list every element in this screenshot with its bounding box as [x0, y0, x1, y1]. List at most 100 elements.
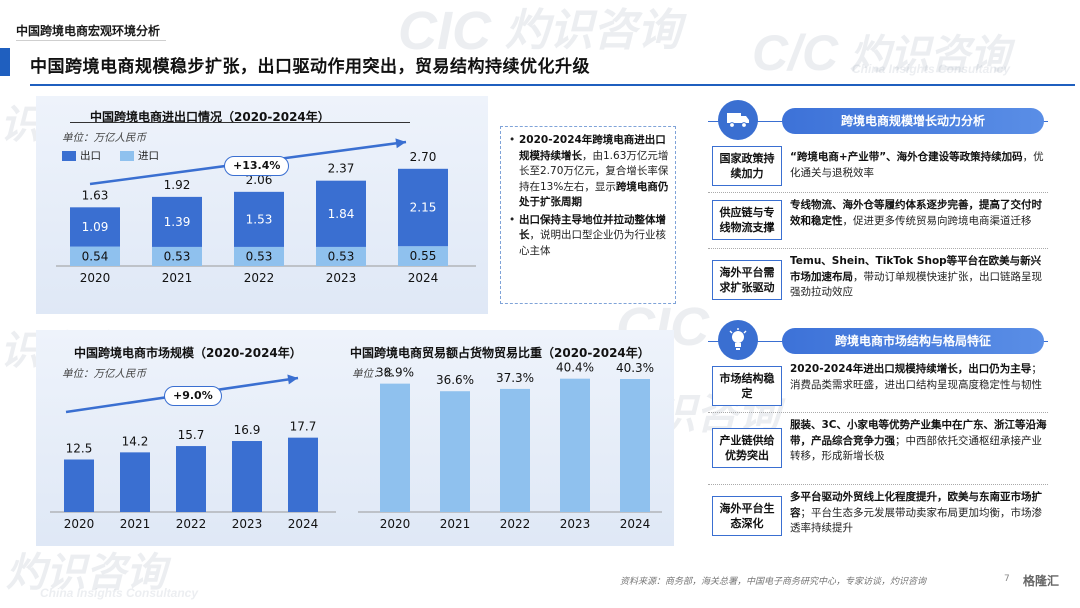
- unit-label: 单位：%: [352, 368, 394, 380]
- row-text-rest: ，优化通关与退税效率: [790, 151, 1044, 179]
- watermark-en: China Insights Consultancy: [852, 62, 1011, 76]
- row-text-rest: ；中西部依托交通枢纽承接产业转移，形成新增长极: [790, 434, 1042, 463]
- panel-import-export-title: 中国跨境电商进出口情况（2020-2024年）: [90, 110, 330, 124]
- x-tick-label: 2024: [288, 517, 319, 531]
- row-text-logistics: 专线物流、海外仓等履约体系逐步完善，提高了交付时效和稳定性，促进更多传统贸易向跨…: [790, 198, 1048, 229]
- panel-share-title: 中国跨境电商贸易额占货物贸易比重（2020-2024年）: [350, 346, 650, 360]
- title-accent-bar: [0, 48, 10, 76]
- bar-import: [70, 246, 120, 266]
- bar-import: [316, 246, 366, 266]
- bar-market-size: [64, 459, 94, 512]
- brand-logo: 格隆汇: [1023, 574, 1060, 588]
- row-text-policy: “跨境电商+产业带”、海外仓建设等政策持续加码，优化通关与退税效率: [790, 150, 1048, 181]
- cagr-badge: +13.4%: [224, 156, 290, 176]
- row-text-rest: ，促进更多传统贸易向跨境电商渠道迁移: [842, 214, 1032, 227]
- chart-import-export: 0.54 1.09 1.63 2020 0.53 1.39 1.92 2021 0.53 1.53…: [56, 138, 476, 285]
- row-label-platform: 海外平台需求扩张驱动: [712, 260, 782, 300]
- source-note: 资料来源：商务部，海关总署，中国电子商务研究中心，专家访谈，灼识咨询: [620, 577, 927, 587]
- data-label-total: 2.70: [410, 150, 437, 164]
- bar-export: [152, 196, 202, 247]
- data-label: 36.6%: [436, 373, 474, 387]
- bar-import: [398, 246, 448, 266]
- row-text-bold: “跨境电商+产业带”、海外仓建设等政策持续加码: [790, 151, 1023, 163]
- bar-import: [152, 246, 202, 266]
- bar-export: [70, 207, 120, 247]
- row-text-bold: 2020-2024年进出口规模持续增长，出口仍为主导: [790, 363, 1032, 375]
- note-text: ，说明出口型企业仍为行业核心主体: [519, 229, 666, 257]
- x-tick-label: 2022: [500, 517, 531, 531]
- lightbulb-icon: [718, 320, 758, 360]
- truck-icon: [718, 100, 758, 140]
- growth-arrow-head: [395, 138, 406, 149]
- data-label-export: 1.53: [246, 212, 273, 226]
- x-tick-label: 2020: [64, 517, 95, 531]
- data-label: 16.9: [234, 423, 261, 437]
- x-tick-label: 2023: [326, 271, 357, 285]
- note-bold: 2020-2024年跨境电商进出口规模持续增长: [519, 134, 666, 162]
- bar-market-size: [288, 437, 318, 512]
- legend-export-label: 出口: [80, 150, 101, 162]
- data-label: 17.7: [290, 420, 317, 434]
- x-tick-label: 2020: [80, 271, 111, 285]
- row-label-ecosystem: 海外平台生态深化: [712, 496, 782, 536]
- legend-swatch-export: [62, 150, 76, 161]
- bar-export: [398, 168, 448, 247]
- x-tick-label: 2024: [408, 271, 439, 285]
- data-label-import: 0.53: [164, 249, 191, 263]
- bar-export: [234, 191, 284, 247]
- x-tick-label: 2023: [560, 517, 591, 531]
- data-label: 40.4%: [556, 361, 594, 375]
- data-label: 37.3%: [496, 371, 534, 385]
- row-text-bold: 多平台驱动外贸线上化程度提升，欧美与东南亚市场扩容: [790, 491, 1042, 519]
- legend-swatch-import: [120, 150, 134, 161]
- note-item: 出口保持主导地位并拉动整体增长，说明出口型企业仍为行业核心主体: [509, 213, 669, 260]
- x-tick-label: 2021: [162, 271, 193, 285]
- data-label-export: 1.09: [82, 220, 109, 234]
- row-separator: [708, 248, 1048, 249]
- watermark-en: China Insights Consultancy: [40, 586, 199, 600]
- data-label: 14.2: [122, 434, 149, 448]
- growth-arrow-head: [287, 374, 298, 385]
- bar-market-size: [120, 452, 150, 512]
- page-number: 7: [1004, 574, 1010, 584]
- bar-share: [380, 383, 410, 512]
- panel-market-size-title: 中国跨境电商市场规模（2020-2024年）: [74, 346, 302, 360]
- row-text-structure: 2020-2024年进出口规模持续增长，出口仍为主导；消费品类需求旺盛，进出口结…: [790, 362, 1048, 393]
- note-item: 2020-2024年跨境电商进出口规模持续增长，由1.63万亿元增长至2.70万…: [509, 133, 669, 211]
- panel-title-underline: [70, 122, 410, 123]
- x-tick-label: 2024: [620, 517, 651, 531]
- row-text-bold: 服装、3C、小家电等优势产业集中在广东、浙江等沿海带，产品综合竞争力强: [790, 419, 1047, 447]
- bar-share: [440, 391, 470, 512]
- row-separator: [708, 484, 1048, 485]
- bar-market-size: [176, 446, 206, 512]
- watermark-cn: 灼识咨询: [505, 6, 681, 55]
- row-text-ecosystem: 多平台驱动外贸线上化程度提升，欧美与东南亚市场扩容；平台生态多元发展带动卖家布局…: [790, 490, 1048, 537]
- row-text-rest: ；消费品类需求旺盛，进出口结构呈现高度稳定性与韧性: [790, 363, 1042, 391]
- data-label-total: 2.37: [328, 162, 355, 176]
- legend-import: 进口: [120, 148, 159, 163]
- data-label-import: 0.53: [246, 249, 273, 263]
- insight-notes: 2020-2024年跨境电商进出口规模持续增长，由1.63万亿元增长至2.70万…: [500, 126, 676, 304]
- x-tick-label: 2023: [232, 517, 263, 531]
- watermark-logo: C/C: [752, 25, 839, 81]
- note-bold: 跨境电商仍处于扩张周期: [519, 180, 669, 209]
- row-label-logistics: 供应链与专线物流支撑: [712, 200, 782, 240]
- data-label-total: 1.63: [82, 188, 109, 202]
- bar-export: [316, 180, 366, 247]
- section-title-structure: 跨境电商市场结构与格局特征: [782, 328, 1044, 354]
- unit-label: 单位：万亿人民币: [62, 132, 146, 144]
- chart-share: 38.9% 2020 36.6% 2021 37.3% 2022 40.4% 2023 40.3…: [358, 361, 662, 531]
- row-text-bold: Temu、Shein、TikTok Shop等平台在欧美与新兴市场加速布局: [790, 255, 1042, 283]
- note-text: ，由1.63万亿元增长至2.70万亿元，复合增长率保持在13%左右，显示: [519, 149, 669, 193]
- row-text-supply: 服装、3C、小家电等优势产业集中在广东、浙江等沿海带，产品综合竞争力强；中西部依…: [790, 418, 1048, 465]
- x-tick-label: 2021: [120, 517, 151, 531]
- page-title: 中国跨境电商规模稳步扩张，出口驱动作用突出，贸易结构持续优化升级: [30, 57, 590, 77]
- data-label-export: 1.39: [164, 215, 191, 229]
- topic-divider: [16, 40, 166, 41]
- watermark-cn: 灼识咨询: [850, 33, 1010, 77]
- data-label: 15.7: [178, 428, 205, 442]
- x-tick-label: 2020: [380, 517, 411, 531]
- data-label: 12.5: [66, 442, 93, 456]
- bar-share: [500, 388, 530, 512]
- legend-import-label: 进口: [138, 150, 159, 162]
